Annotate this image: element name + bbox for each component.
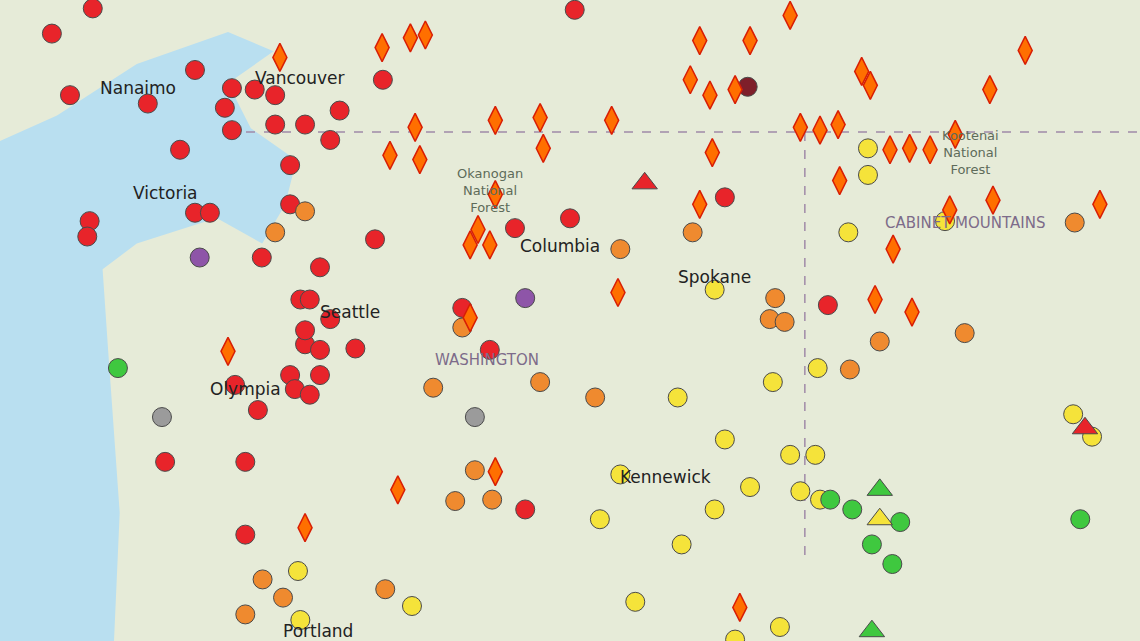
svg-text:Columbia: Columbia [520, 236, 600, 256]
svg-text:Portland: Portland [283, 621, 353, 641]
svg-text:KootenaiNationalForest: KootenaiNationalForest [942, 128, 999, 177]
svg-text:Kennewick: Kennewick [620, 467, 711, 487]
svg-text:CABINET MOUNTAINS: CABINET MOUNTAINS [885, 214, 1045, 232]
svg-text:Spokane: Spokane [678, 267, 751, 287]
svg-text:Vancouver: Vancouver [255, 68, 345, 88]
svg-text:Victoria: Victoria [133, 183, 198, 203]
svg-text:Seattle: Seattle [320, 302, 380, 322]
svg-text:WASHINGTON: WASHINGTON [435, 351, 539, 369]
svg-text:OkanoganNationalForest: OkanoganNationalForest [457, 166, 523, 215]
svg-text:Nanaimo: Nanaimo [100, 78, 176, 98]
svg-text:Olympia: Olympia [210, 379, 281, 399]
